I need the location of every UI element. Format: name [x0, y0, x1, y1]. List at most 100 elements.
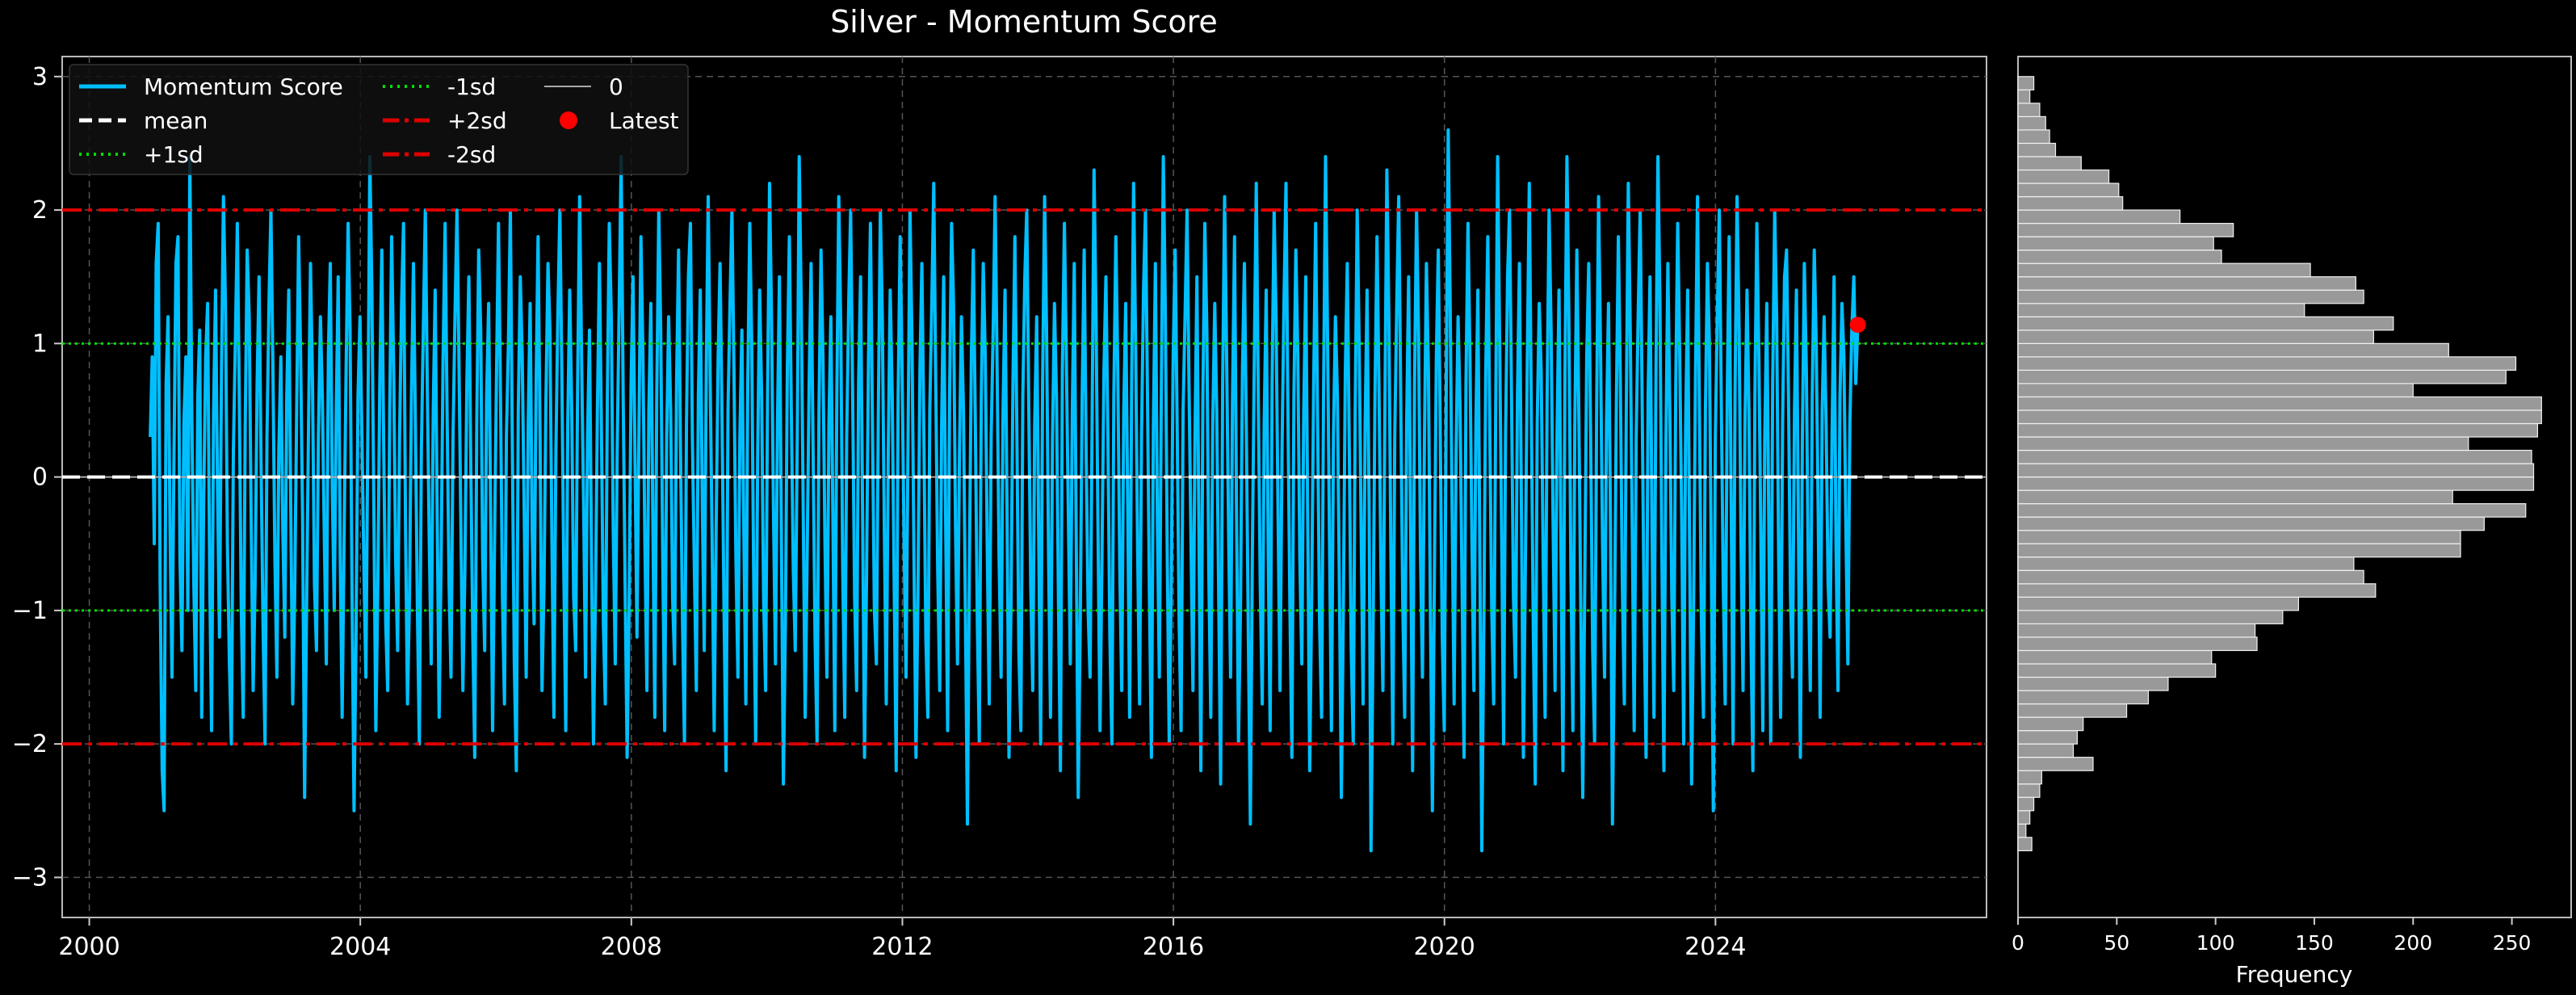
histogram-bar — [2017, 703, 2128, 718]
histogram-bar — [2017, 663, 2217, 678]
histogram-bar — [2017, 610, 2284, 625]
histogram-bar — [2017, 316, 2394, 331]
histogram-bar — [2017, 463, 2535, 478]
legend-item: -1sd — [383, 73, 496, 100]
x-tick-label: 2008 — [601, 933, 662, 961]
x-tick-label: 2004 — [329, 933, 391, 961]
histogram-bar — [2017, 103, 2041, 117]
legend: Momentum Score mean +1sd -1sd +2sd -2sd 0 Lates… — [69, 64, 689, 175]
legend-item: mean — [79, 107, 208, 134]
legend-label: Momentum Score — [144, 73, 343, 100]
y-tick-label: 2 — [32, 196, 48, 225]
legend-label: +2sd — [447, 107, 507, 134]
legend-item: +1sd — [79, 141, 203, 168]
histogram-bar — [2017, 556, 2355, 571]
series-layer — [62, 128, 1987, 853]
histogram-bar — [2017, 156, 2082, 171]
histogram-x-tick-label: 250 — [2493, 931, 2532, 955]
histogram-bar — [2017, 409, 2542, 425]
histogram-x-axis-label: Frequency — [2236, 961, 2353, 988]
y-tick-label: 1 — [32, 330, 48, 358]
histogram-bar — [2017, 222, 2234, 237]
histogram-bar — [2017, 330, 2374, 344]
histogram-x-tick-label: 200 — [2393, 931, 2432, 955]
y-tick-label: 0 — [32, 464, 48, 492]
histogram-bar — [2017, 743, 2075, 758]
momentum-score-line — [149, 128, 1860, 853]
histogram-bar — [2017, 195, 2124, 211]
histogram-bar — [2017, 543, 2461, 558]
legend-label: -2sd — [447, 141, 496, 168]
legend-item: +2sd — [383, 107, 507, 134]
histogram-axis-ticks: 0 50 100 150 200 250 — [2012, 917, 2531, 955]
histogram-bar — [2017, 477, 2535, 491]
histogram-bar — [2017, 489, 2453, 505]
histogram-bar — [2017, 569, 2364, 585]
histogram-bar — [2017, 596, 2299, 611]
legend-label: +1sd — [144, 141, 203, 168]
histogram-bar — [2017, 396, 2542, 411]
legend-label: mean — [144, 107, 208, 134]
histogram-bar — [2017, 142, 2057, 157]
y-tick-label: −3 — [12, 863, 48, 892]
legend-item: Latest — [560, 107, 679, 134]
histogram-bar — [2017, 169, 2110, 184]
latest-point-marker — [1849, 317, 1866, 334]
histogram-bar — [2017, 716, 2084, 732]
histogram-bar — [2017, 276, 2356, 291]
histogram-x-tick-label: 150 — [2295, 931, 2334, 955]
histogram-bar — [2017, 636, 2258, 652]
histogram-bar — [2017, 837, 2033, 851]
histogram-bar — [2017, 770, 2042, 785]
histogram-bar — [2017, 449, 2532, 464]
legend-label: 0 — [609, 73, 623, 100]
histogram-bar — [2017, 690, 2150, 705]
histogram-x-tick-label: 50 — [2104, 931, 2129, 955]
histogram-x-tick-label: 0 — [2012, 931, 2024, 955]
histogram-bar — [2017, 757, 2094, 771]
legend-label: -1sd — [447, 73, 496, 100]
x-tick-label: 2024 — [1684, 933, 1746, 961]
legend-swatch — [560, 111, 577, 129]
histogram-bar — [2017, 356, 2517, 371]
x-tick-label: 2016 — [1143, 933, 1204, 961]
x-tick-label: 2020 — [1414, 933, 1475, 961]
legend-item: 0 — [544, 73, 623, 100]
histogram-bar — [2017, 209, 2181, 225]
histogram-bar — [2017, 516, 2485, 531]
y-tick-label: −2 — [12, 730, 48, 758]
histogram-bar — [2017, 422, 2539, 438]
y-tick-label: −1 — [12, 597, 48, 625]
main-axis-ticks: 2000 2004 2008 2012 2016 2020 2024 −3 −2 −1 0 1 2 3 — [12, 63, 1747, 961]
histogram-bar — [2017, 342, 2449, 358]
histogram-bar — [2017, 530, 2461, 544]
histogram-bar — [2017, 383, 2414, 398]
histogram-bar — [2017, 649, 2213, 665]
histogram-bar — [2017, 369, 2507, 384]
histogram-bar — [2017, 289, 2364, 304]
histogram-bar — [2017, 76, 2035, 90]
histogram-bar — [2017, 436, 2469, 451]
histogram-bar — [2017, 115, 2046, 131]
legend-label: Latest — [609, 107, 679, 134]
histogram-bar — [2017, 303, 2305, 317]
histogram-bar — [2017, 236, 2214, 251]
histogram-bar — [2017, 89, 2031, 104]
histogram-bar — [2017, 810, 2031, 825]
legend-box — [69, 64, 689, 175]
legend-item: -2sd — [383, 141, 496, 168]
legend-item: Momentum Score — [79, 73, 343, 100]
histogram-bar — [2017, 262, 2311, 278]
histogram-bar — [2017, 623, 2256, 638]
histogram-bar — [2017, 796, 2035, 812]
histogram-bar — [2017, 730, 2078, 745]
histogram-bar — [2017, 583, 2377, 598]
histogram-bar — [2017, 503, 2527, 518]
histogram-bar — [2017, 129, 2050, 145]
histogram-bar — [2017, 783, 2041, 798]
y-tick-label: 3 — [32, 63, 48, 91]
histogram-bar — [2017, 823, 2027, 838]
chart-title: Silver - Momentum Score — [830, 4, 1218, 40]
x-tick-label: 2000 — [58, 933, 120, 961]
